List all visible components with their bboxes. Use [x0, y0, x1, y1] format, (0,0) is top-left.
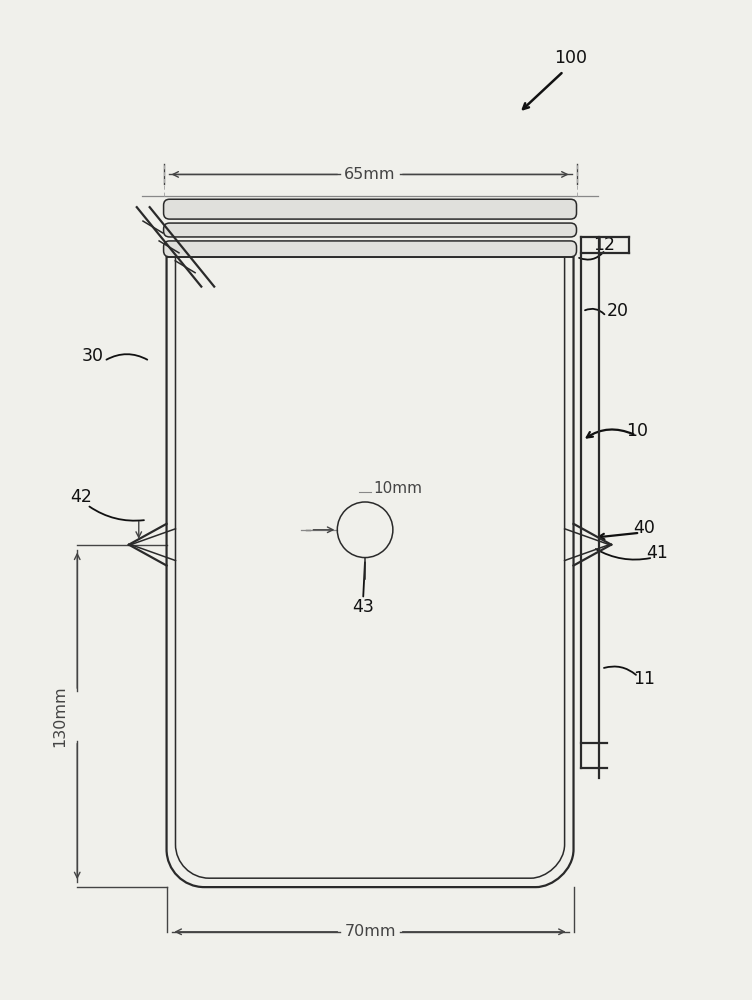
- Text: 65mm: 65mm: [344, 167, 396, 182]
- Text: 10: 10: [626, 422, 648, 440]
- FancyBboxPatch shape: [164, 241, 577, 257]
- Text: 30: 30: [82, 347, 105, 365]
- Text: 11: 11: [633, 670, 655, 688]
- Text: 20: 20: [606, 302, 628, 320]
- Text: 42: 42: [70, 488, 92, 506]
- FancyBboxPatch shape: [164, 223, 577, 237]
- Text: 43: 43: [352, 598, 374, 616]
- Text: 10mm: 10mm: [373, 481, 422, 496]
- Text: 70mm: 70mm: [344, 924, 396, 939]
- FancyBboxPatch shape: [164, 199, 577, 219]
- Text: 12: 12: [593, 236, 615, 254]
- Text: 100: 100: [553, 49, 587, 67]
- Text: 40: 40: [633, 519, 655, 537]
- Text: 41: 41: [646, 544, 668, 562]
- Text: 130mm: 130mm: [53, 685, 67, 747]
